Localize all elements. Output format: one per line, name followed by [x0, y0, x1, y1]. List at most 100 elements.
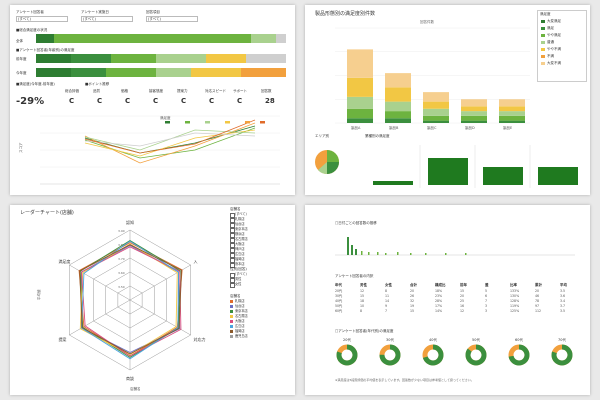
series-line: [84, 119, 256, 154]
legend-swatch: [230, 320, 233, 323]
legend-item: 福岡店: [235, 257, 245, 261]
dashboard-panel-product-satisfaction: 製品形態別の満足度別件数 回答件数 製品A 製品B 製品C 製品D 製品E 満足度 大変…: [305, 5, 590, 195]
donut-arc: [465, 344, 487, 366]
bar-segment: [111, 54, 156, 63]
bar-segment: [385, 111, 411, 119]
table-header: 男性: [360, 283, 367, 287]
radar-axis-label: 入: [194, 259, 198, 264]
legend-checkbox[interactable]: [230, 273, 235, 278]
bar-segment: [461, 120, 487, 123]
legend-item: 札幌店: [235, 299, 245, 303]
legend-item: 横浜店: [235, 232, 245, 236]
legend-title: 満足度: [540, 12, 551, 16]
legend-checkbox[interactable]: [230, 263, 235, 268]
category-label: 製品E: [503, 125, 512, 130]
legend-checkbox[interactable]: [230, 278, 235, 283]
table-cell: 32: [410, 299, 415, 303]
legend-item: 東京本店: [235, 227, 248, 231]
legend-item: 女性: [235, 282, 242, 286]
radar-axis-label: 商談: [126, 375, 134, 381]
legend-checkbox[interactable]: [230, 233, 235, 238]
legend-swatch: [230, 315, 233, 318]
legend-checkbox[interactable]: [230, 248, 235, 253]
donut-label: 60代: [515, 337, 523, 342]
legend-item: 大変満足: [547, 19, 561, 23]
table-header: 前年: [460, 283, 467, 287]
legend-item: 名古屋店: [235, 314, 248, 318]
table-cell: 15: [410, 309, 415, 313]
grade-header: 対応スピード: [205, 89, 226, 93]
legend-checkbox[interactable]: [230, 213, 235, 218]
bar-segment-very-satisfied: [36, 34, 54, 43]
donut-arc: [551, 344, 573, 366]
bar-segment-neutral: [251, 34, 276, 43]
age-donut-charts: 20代 30代 40代 50代 60代 70代: [336, 337, 573, 366]
table-cell: 7: [485, 299, 488, 303]
section-title: ■満足度(今年度-前年度): [16, 82, 55, 86]
satisfaction-bar-this-year: [36, 68, 286, 77]
bar-segment: [423, 115, 449, 121]
table-cell: 60代: [335, 309, 343, 313]
table-cell: 97: [535, 304, 540, 308]
legend-checkbox[interactable]: [230, 258, 235, 263]
y-axis-label: 平均値: [36, 289, 41, 300]
donut-arc: [508, 344, 530, 366]
grade-header: 接客態度: [149, 89, 163, 93]
legend-item: 東京本店: [235, 309, 248, 313]
grade-header: サポート: [233, 89, 247, 93]
dashboard-panel-radar: レーダーチャート(店舗) 平均値 店舗名 認知入対応力 商談 提案 満足度 3.90 3.…: [10, 205, 295, 395]
bar-segment: [499, 120, 525, 123]
filter-dropdown[interactable]: (すべて): [16, 16, 68, 22]
bar-segment: [36, 68, 71, 77]
legend-item: 不満: [547, 54, 554, 58]
grade-header: 価格: [121, 89, 128, 93]
legend-checkbox[interactable]: [230, 218, 235, 223]
legend-checkbox[interactable]: [230, 283, 235, 288]
filter-dropdown[interactable]: (すべて): [81, 16, 133, 22]
legend-title: 満足度: [160, 115, 171, 120]
overall-satisfaction-bar: [36, 34, 286, 43]
bar-segment: [499, 115, 525, 121]
row-label: 今年度: [16, 71, 27, 75]
radar-tick-label: 3.50: [118, 285, 125, 289]
filter-dropdown[interactable]: (すべて): [146, 16, 198, 22]
bar-segment: [347, 96, 373, 109]
filter-label: 回答項目: [146, 10, 160, 14]
legend-checkbox[interactable]: [230, 223, 235, 228]
table-cell: 3.5: [560, 309, 566, 313]
series-line: [84, 129, 256, 157]
table-cell: 78: [535, 299, 540, 303]
legend-checkbox[interactable]: [230, 228, 235, 233]
legend-swatch: [541, 55, 545, 58]
table-cell: 6: [485, 294, 488, 298]
bar-segment: [241, 68, 286, 77]
bar-segment: [106, 68, 156, 77]
donut-arc: [379, 344, 401, 366]
legend-item: 大阪店: [235, 242, 245, 246]
donut-label: 30代: [386, 337, 394, 342]
legend-checkbox[interactable]: [230, 243, 235, 248]
radar-tick-label: 3.80: [118, 243, 125, 247]
legend-item: 男性: [235, 277, 242, 281]
table-cell: 14%: [435, 309, 443, 313]
table-cell: 5: [485, 289, 488, 293]
grade-header: 品質: [93, 89, 100, 93]
legend-checkbox[interactable]: [230, 238, 235, 243]
legend-item: 仙台店: [235, 222, 245, 226]
table-cell: 23%: [435, 294, 443, 298]
legend-item: 仙台店: [235, 304, 245, 308]
radar-axis-label: 満足度: [58, 258, 70, 264]
bar-segment: [246, 54, 286, 63]
table-header: 比率: [510, 283, 517, 287]
bar-segment: [71, 68, 106, 77]
table-cell: 125%: [510, 309, 520, 313]
table-cell: 10: [360, 304, 365, 308]
section-title: □日付ごとの回答数の推移: [335, 221, 377, 225]
legend-checkbox[interactable]: [230, 253, 235, 258]
legend-swatch: [541, 20, 545, 23]
table-cell: 7: [385, 309, 388, 313]
bar-segment-unsatisfied: [276, 34, 286, 43]
footnote: ※満足度は5段階評価の平均値を表示しています。回答数が少ない項目は参考値として扱…: [335, 378, 474, 382]
product-stacked-bar-chart: 回答件数 製品A 製品B 製品C 製品D 製品E: [335, 19, 530, 130]
